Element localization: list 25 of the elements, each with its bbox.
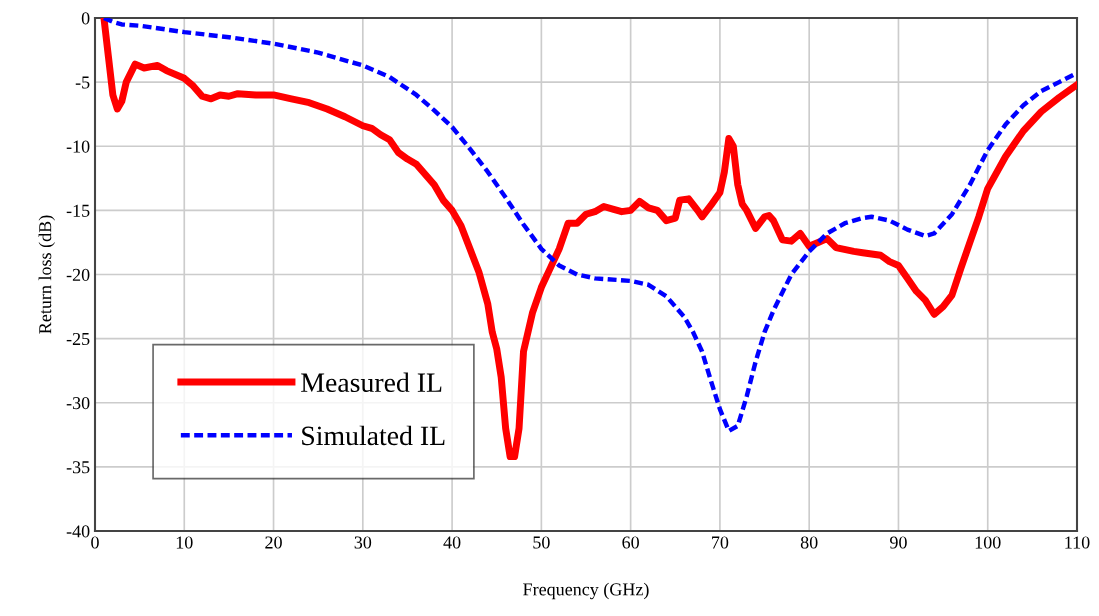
y-axis-title: Return loss (dB) (38, 215, 55, 334)
y-tick-label: -10 (66, 140, 90, 153)
x-tick-label: 110 (1065, 536, 1090, 549)
x-tick-label: 20 (265, 536, 282, 549)
y-tick-label: -35 (66, 461, 90, 474)
y-tick-label: -5 (75, 76, 90, 89)
legend-label: Simulated IL (302, 425, 445, 446)
x-tick-label: 10 (176, 536, 193, 549)
x-tick-label: 60 (622, 536, 639, 549)
x-tick-label: 0 (91, 536, 99, 549)
legend-label: Measured IL (301, 372, 442, 393)
y-tick-label: 0 (81, 12, 90, 25)
y-tick-label: -30 (66, 397, 90, 410)
y-tick-label: -25 (66, 332, 90, 346)
x-tick-label: 100 (975, 536, 1001, 549)
x-tick-label: 40 (443, 536, 461, 549)
y-tick-label: -40 (66, 525, 90, 538)
x-tick-label: 80 (800, 536, 818, 549)
x-tick-label: 30 (354, 536, 372, 549)
x-tick-label: 90 (890, 536, 907, 549)
y-tick-label: -15 (66, 204, 90, 217)
y-tick-label: -20 (66, 268, 90, 281)
x-tick-label: 70 (712, 536, 729, 549)
x-axis-title: Frequency (GHz) (523, 582, 649, 600)
x-tick-label: 50 (533, 536, 550, 549)
